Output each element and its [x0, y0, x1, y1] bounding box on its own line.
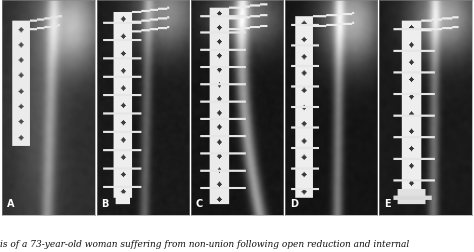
Text: D: D: [290, 199, 298, 209]
Text: B: B: [101, 199, 109, 209]
Text: A: A: [7, 199, 15, 209]
Text: E: E: [384, 199, 391, 209]
Text: C: C: [195, 199, 203, 209]
Text: is of a 73-year-old woman suffering from non-union following open reduction and : is of a 73-year-old woman suffering from…: [0, 240, 409, 249]
